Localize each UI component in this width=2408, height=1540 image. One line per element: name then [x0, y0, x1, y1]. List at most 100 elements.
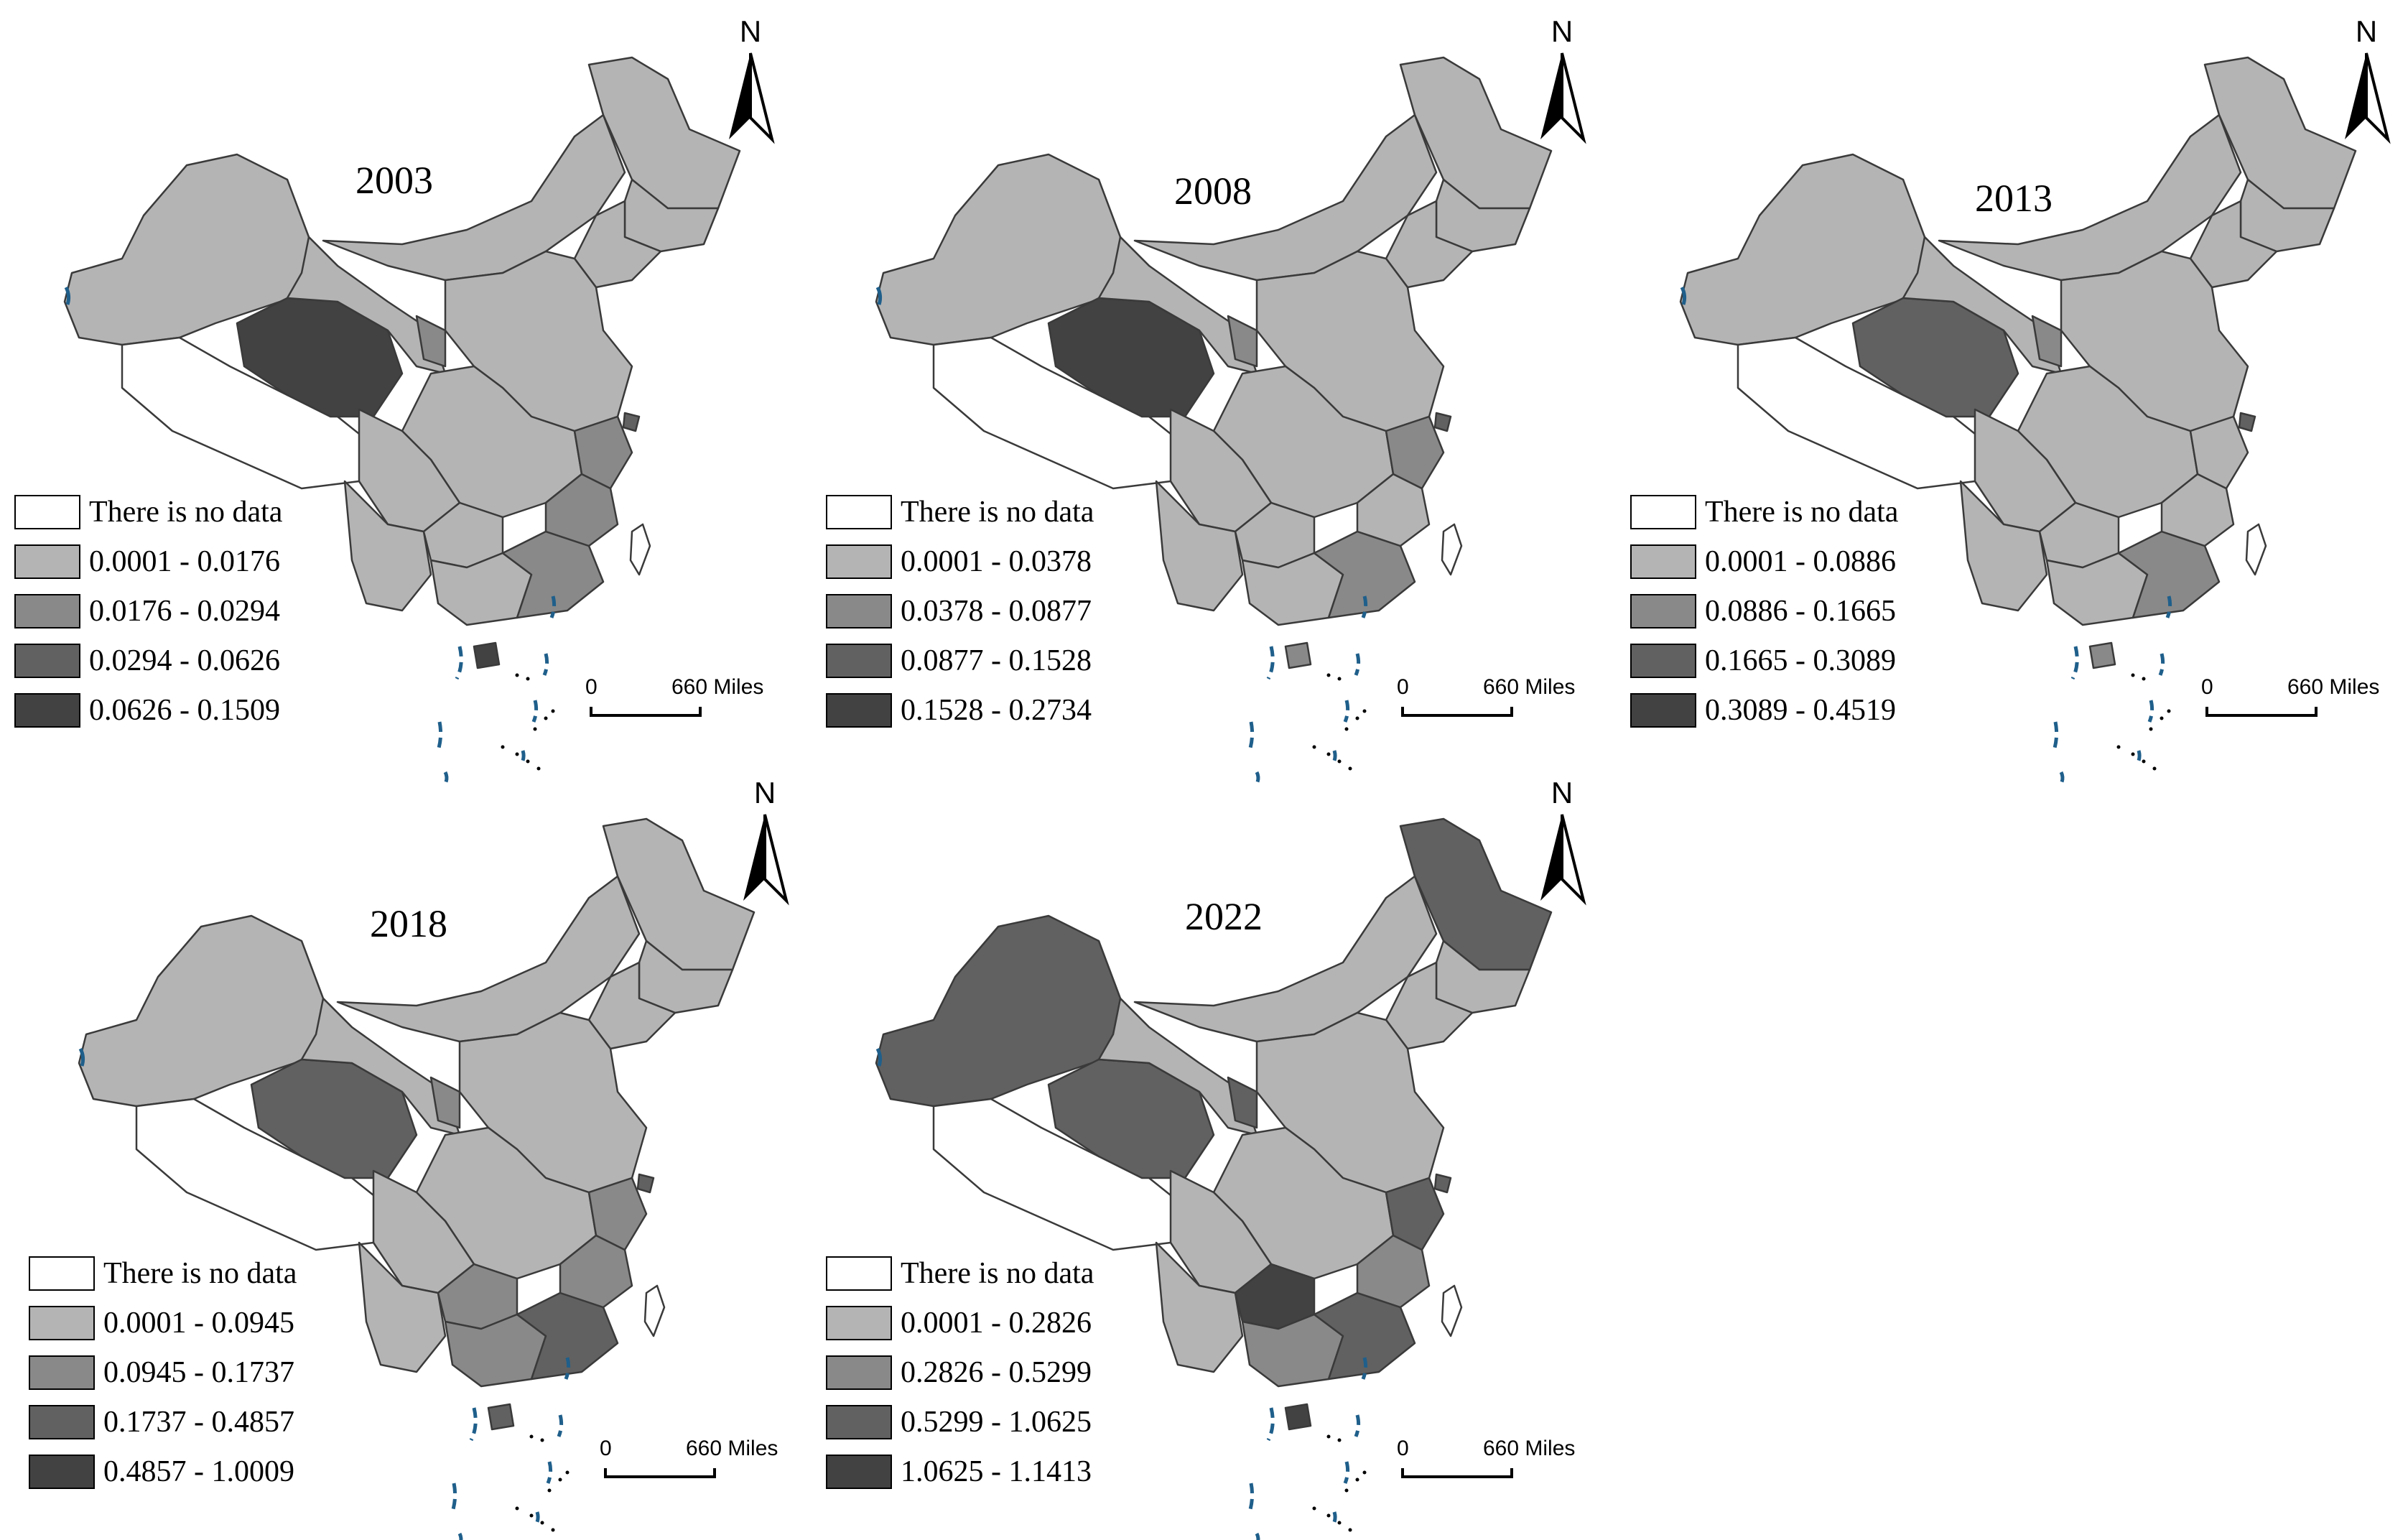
- scale-zero-label: 0: [1397, 675, 1409, 699]
- legend-swatch: [14, 544, 80, 579]
- dashed-sea-boundary: [457, 1532, 463, 1540]
- dashed-sea-boundary: [1361, 595, 1368, 618]
- legend-swatch: [29, 1256, 95, 1291]
- legend-item-class-2: 0.0945 - 0.1737: [29, 1353, 366, 1391]
- legend-item-class-3: 0.1737 - 0.4857: [29, 1402, 366, 1441]
- scale-zero-label: 0: [2201, 675, 2213, 699]
- dashed-sea-boundary: [443, 771, 449, 785]
- dashed-sea-boundary: [1247, 721, 1255, 751]
- scale-bar: 0 660 Miles: [585, 675, 772, 733]
- island-dot: [1326, 673, 1331, 677]
- china-map: [875, 817, 1553, 1540]
- legend-label: There is no data: [103, 1257, 297, 1290]
- scale-bar-line: [2205, 707, 2318, 717]
- province-heilongjiang: [587, 56, 741, 210]
- legend-swatch: [826, 1455, 892, 1489]
- china-map: [1679, 56, 2357, 785]
- province-yunnan: [358, 1241, 447, 1373]
- island-dot: [2149, 727, 2153, 731]
- legend-label: 0.0001 - 0.0886: [1705, 545, 1896, 578]
- scale-zero-label: 0: [1397, 1437, 1409, 1460]
- north-arrow-icon: [2345, 52, 2391, 144]
- border-accent: [78, 1047, 85, 1067]
- dashed-sea-boundary: [1343, 1461, 1350, 1484]
- scale-distance-label: 660 Miles: [671, 675, 764, 699]
- north-arrow-icon: [1540, 814, 1586, 906]
- province-heilongjiang: [602, 817, 756, 971]
- legend-swatch: [1630, 495, 1696, 529]
- legend-label: 0.0294 - 0.0626: [89, 644, 280, 677]
- dashed-sea-boundary: [549, 595, 557, 618]
- legend-swatch: [14, 495, 80, 529]
- province-zhejiang: [587, 1177, 648, 1251]
- legend-swatch: [826, 1355, 892, 1390]
- island-dot: [2167, 709, 2171, 713]
- island-dot: [1337, 1438, 1342, 1442]
- south-sea-islands: [1247, 595, 1368, 785]
- legend-item-no-data: There is no data: [826, 1253, 1163, 1292]
- legend-item-no-data: There is no data: [826, 492, 1163, 531]
- north-label: N: [2355, 14, 2378, 48]
- legend-swatch: [14, 594, 80, 628]
- map-panel-2018: 2018 There is no data 0.0001 - 0.0945 0.09…: [14, 776, 804, 1540]
- province-taiwan: [629, 523, 651, 576]
- island-dot: [1337, 759, 1342, 764]
- dashed-sea-boundary: [557, 1414, 564, 1437]
- province-yunnan: [1155, 480, 1244, 612]
- china-map: [63, 56, 741, 785]
- scale-distance-label: 660 Miles: [1483, 1437, 1576, 1460]
- island-dot: [515, 673, 519, 677]
- legend-label: 0.0945 - 0.1737: [103, 1356, 294, 1389]
- north-arrow-icon: [1540, 52, 1586, 144]
- island-dot: [558, 1478, 562, 1482]
- province-taiwan: [1441, 1284, 1463, 1337]
- year-title: 2003: [355, 159, 433, 202]
- island-dot: [526, 759, 530, 764]
- island-dot: [1337, 1521, 1342, 1525]
- island-dot: [540, 1521, 544, 1525]
- legend-label: 0.1528 - 0.2734: [901, 694, 1092, 727]
- legend-swatch: [826, 1306, 892, 1340]
- legend-swatch: [1630, 644, 1696, 678]
- dashed-sea-boundary: [436, 721, 443, 751]
- legend-item-no-data: There is no data: [14, 492, 352, 531]
- legend-swatch: [826, 644, 892, 678]
- dashed-sea-boundary: [2165, 595, 2172, 618]
- legend-label: 0.0886 - 0.1665: [1705, 595, 1896, 628]
- legend-label: There is no data: [1705, 496, 1899, 529]
- province-zhejiang: [2189, 415, 2249, 490]
- dashed-sea-boundary: [1354, 1414, 1361, 1437]
- dashed-sea-boundary: [1266, 646, 1275, 680]
- border-accent: [875, 286, 883, 305]
- north-arrow-icon: [729, 52, 775, 144]
- legend-label: 0.4857 - 1.0009: [103, 1455, 294, 1488]
- legend-label: 0.2826 - 0.5299: [901, 1356, 1092, 1389]
- island-dot: [2152, 766, 2157, 771]
- south-sea-islands: [436, 595, 557, 785]
- border-accent: [64, 286, 71, 305]
- map-panel-2003: 2003 There is no data 0.0001 - 0.0176 0.01…: [0, 14, 790, 785]
- scale-zero-label: 0: [600, 1437, 612, 1460]
- dashed-sea-boundary: [534, 1511, 540, 1526]
- island-dot: [533, 727, 537, 731]
- legend-item-class-1: 0.0001 - 0.0176: [14, 542, 352, 580]
- province-ningxia: [1227, 1076, 1258, 1129]
- island-dot: [565, 1470, 570, 1475]
- island-dot: [515, 752, 519, 756]
- province-shanghai: [1433, 412, 1452, 432]
- island-dot: [1312, 745, 1316, 749]
- legend-item-class-3: 0.0877 - 0.1528: [826, 641, 1163, 679]
- year-title: 2013: [1975, 177, 2053, 220]
- province-ningxia: [2031, 315, 2063, 368]
- legend-swatch: [826, 1405, 892, 1439]
- province-shanghai: [2238, 412, 2256, 432]
- island-dot: [1355, 1478, 1359, 1482]
- legend-label: 0.1665 - 0.3089: [1705, 644, 1896, 677]
- island-dot: [1326, 752, 1331, 756]
- legend-item-class-1: 0.0001 - 0.2826: [826, 1303, 1163, 1342]
- dashed-sea-boundary: [1331, 1511, 1337, 1526]
- scale-distance-label: 660 Miles: [1483, 675, 1576, 699]
- dashed-sea-boundary: [469, 1407, 478, 1442]
- scale-distance-label: 660 Miles: [686, 1437, 778, 1460]
